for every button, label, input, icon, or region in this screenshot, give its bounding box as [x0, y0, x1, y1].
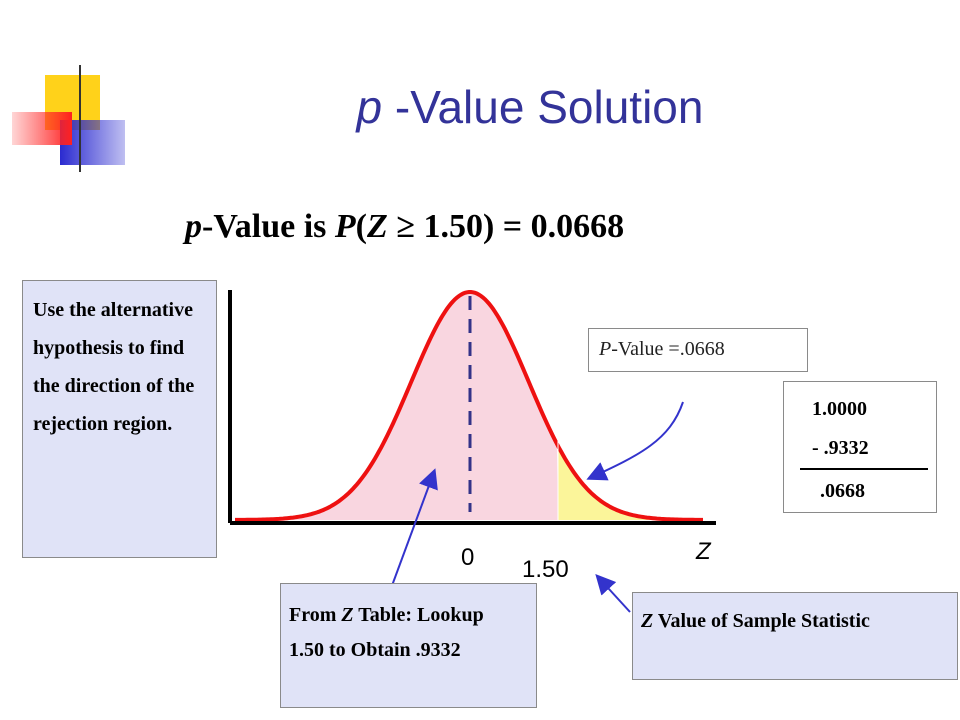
calc-result: .0668: [820, 480, 865, 502]
statistic-note-box: Z Value of Sample Statistic: [632, 592, 958, 680]
table-note-box: From Z Table: Lookup 1.50 to Obtain .933…: [280, 583, 537, 708]
headline: p-Value is P(Z ≥ 1.50) = 0.0668: [185, 208, 624, 246]
axis-name: Z: [696, 538, 711, 565]
left-note: Use the alternative hypothesis to find t…: [33, 291, 198, 443]
table-note: From Z Table: Lookup 1.50 to Obtain .933…: [289, 598, 509, 668]
rejection-area: [558, 445, 704, 520]
text-part: p: [356, 81, 383, 133]
text-part: Table: Lookup 1.50 to Obtain .9332: [289, 604, 484, 661]
normal-curve: [235, 290, 704, 522]
acceptance-area: [235, 292, 558, 520]
text-part: P: [599, 338, 612, 360]
arrow: [595, 574, 631, 613]
text-part: Z: [367, 208, 388, 245]
text-part: -Value =.0668: [611, 338, 725, 360]
text-part: (: [355, 208, 367, 245]
statistic-note: Z Value of Sample Statistic: [641, 603, 891, 639]
logo-red: [12, 112, 72, 145]
text-part: Use the alternative hypothesis to find t…: [33, 299, 195, 435]
text-part: ≥ 1.50) = 0.0668: [387, 208, 625, 245]
text-part: Z: [641, 610, 654, 632]
pvalue-box: P-Value =.0668: [588, 328, 808, 372]
curve-line: [235, 290, 703, 522]
text-part: From: [289, 604, 342, 626]
text-part: P: [334, 208, 356, 245]
text-part: Z: [341, 604, 354, 626]
text-part: Value of Sample Statistic: [653, 610, 870, 632]
arrow: [586, 401, 684, 481]
text-part: -Value Solution: [382, 81, 704, 133]
calc-minuend: 1.0000: [812, 398, 867, 420]
text-part: p: [185, 208, 202, 245]
z-label: 1.50: [522, 556, 569, 583]
text-part: -Value is: [202, 208, 335, 245]
title: p -Value Solution: [0, 80, 960, 134]
calc-box: 1.0000 - .9332 .0668: [783, 381, 937, 513]
calc-subtrahend: - .9332: [812, 437, 869, 459]
calc-rule: [800, 468, 928, 470]
mean-label: 0: [461, 544, 475, 571]
note-box: Use the alternative hypothesis to find t…: [22, 280, 217, 558]
